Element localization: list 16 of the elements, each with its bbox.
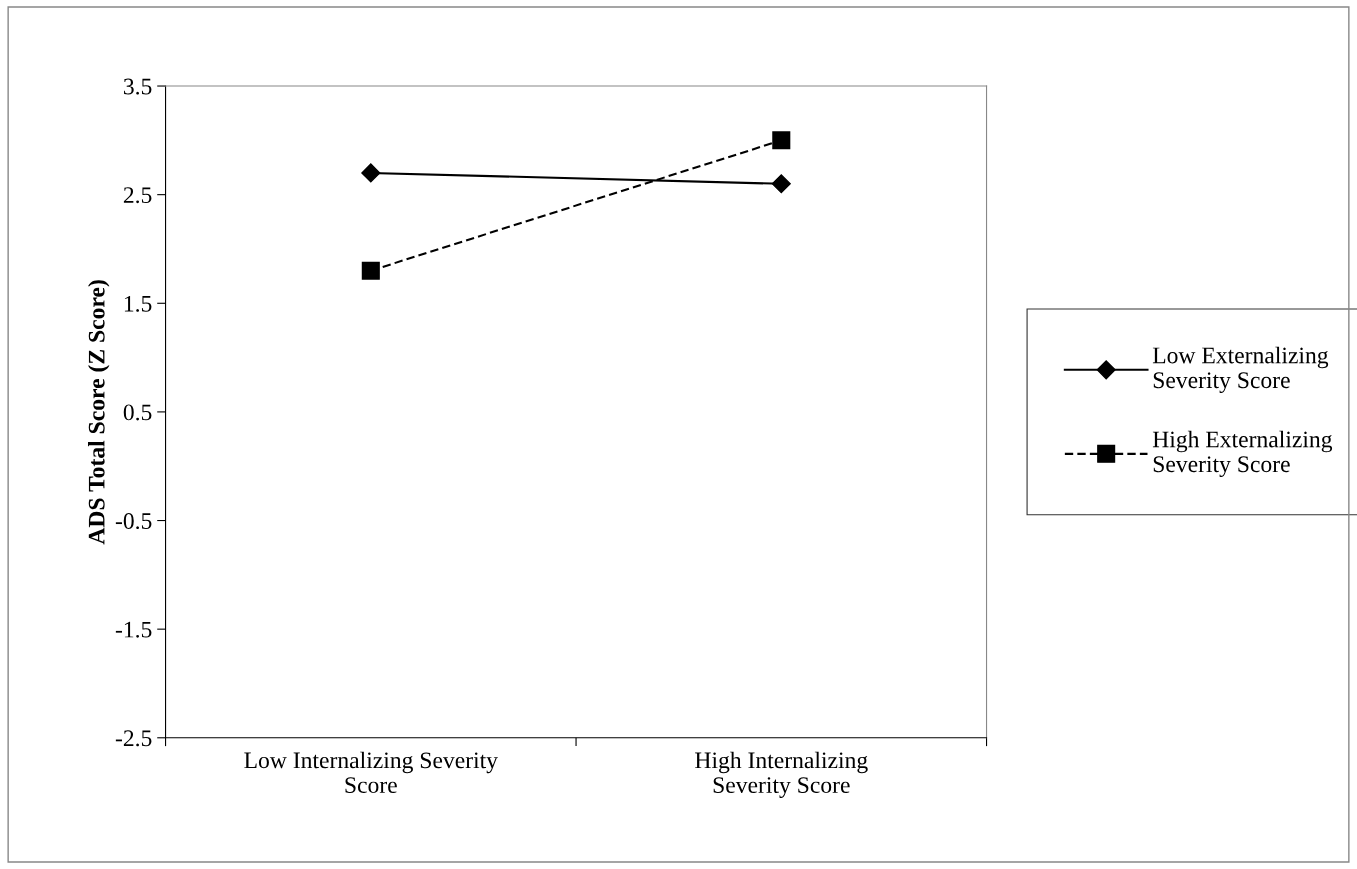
y-tick-label: -1.5	[115, 621, 152, 638]
legend-label: High Externalizing Severity Score	[1152, 430, 1333, 478]
point	[772, 131, 791, 150]
y-tick-label: -2.5	[115, 730, 152, 747]
y-tick-label: -0.5	[115, 513, 152, 530]
point	[361, 163, 381, 183]
y-axis-title: ADS Total Score (Z Score)	[88, 280, 110, 545]
legend-label: Low Externalizing Severity Score	[1152, 346, 1329, 394]
y-tick-label: 0.5	[123, 404, 152, 421]
point	[771, 174, 791, 194]
point	[361, 261, 380, 280]
y-tick-label: 3.5	[123, 78, 152, 95]
x-tick-label: Low Internalizing Severity Score	[244, 751, 498, 794]
y-tick-label: 2.5	[123, 187, 152, 204]
x-tick-label: High Internalizing Severity Score	[695, 751, 868, 798]
y-tick-label: 1.5	[124, 295, 152, 312]
